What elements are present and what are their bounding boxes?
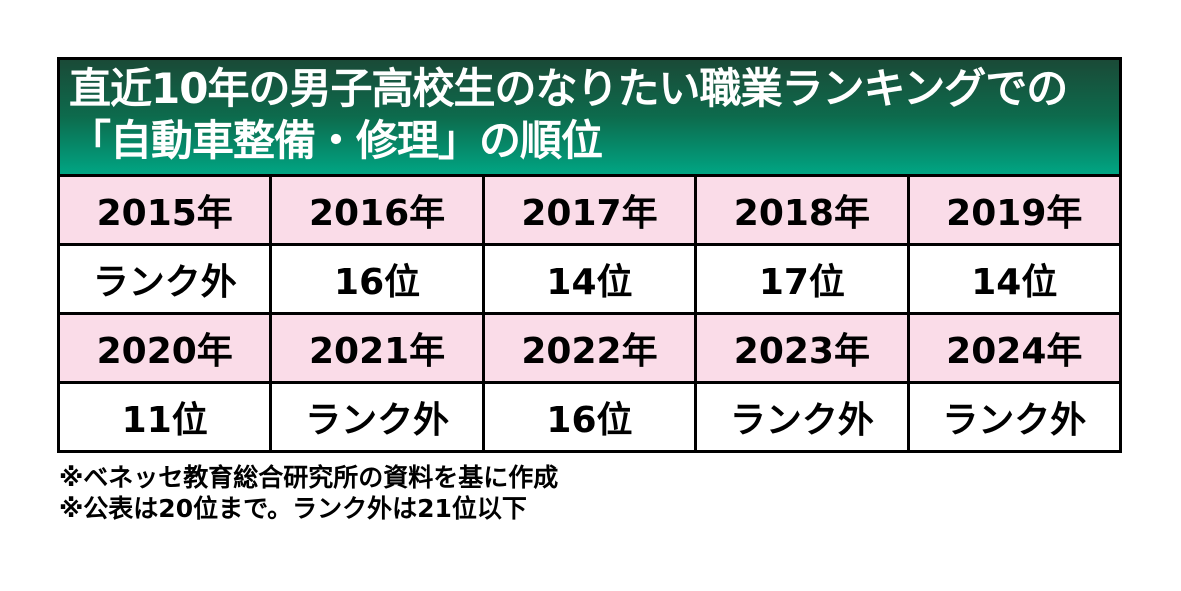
ranking-infographic: 直近10年の男子高校生のなりたい職業ランキングでの 「自動車整備・修理」の順位 … bbox=[56, 57, 1123, 524]
year-cell-2015: 2015年 bbox=[56, 174, 273, 246]
year-cell-2019: 2019年 bbox=[906, 174, 1123, 246]
year-cell-2020: 2020年 bbox=[56, 312, 273, 384]
rank-cell-2019: 14位 bbox=[906, 243, 1123, 315]
ranking-table: 2015年 2016年 2017年 2018年 2019年 ランク外 16位 1… bbox=[56, 174, 1123, 453]
rank-row-2015-2019: ランク外 16位 14位 17位 14位 bbox=[56, 243, 1123, 315]
year-row-2020-2024: 2020年 2021年 2022年 2023年 2024年 bbox=[56, 312, 1123, 384]
rank-cell-2021: ランク外 bbox=[269, 381, 485, 453]
rank-cell-2018: 17位 bbox=[694, 243, 910, 315]
rank-cell-2017: 14位 bbox=[481, 243, 698, 315]
rank-definition-note: ※公表は20位まで。ランク外は21位以下 bbox=[59, 494, 527, 523]
year-cell-2024: 2024年 bbox=[906, 312, 1123, 384]
rank-cell-2015: ランク外 bbox=[56, 243, 273, 315]
rank-cell-2020: 11位 bbox=[56, 381, 273, 453]
title-line-2: 「自動車整備・修理」の順位 bbox=[69, 116, 603, 165]
year-cell-2021: 2021年 bbox=[269, 312, 485, 384]
rank-cell-2022: 16位 bbox=[481, 381, 698, 453]
source-note: ※ベネッセ教育総合研究所の資料を基に作成 bbox=[59, 463, 559, 492]
title-line-1: 直近10年の男子高校生のなりたい職業ランキングでの bbox=[69, 64, 1068, 113]
rank-cell-2016: 16位 bbox=[269, 243, 485, 315]
footnotes: ※ベネッセ教育総合研究所の資料を基に作成 ※公表は20位まで。ランク外は21位以… bbox=[57, 462, 1122, 524]
year-cell-2023: 2023年 bbox=[694, 312, 910, 384]
year-cell-2016: 2016年 bbox=[269, 174, 485, 246]
year-cell-2022: 2022年 bbox=[481, 312, 698, 384]
rank-cell-2024: ランク外 bbox=[906, 381, 1123, 453]
title-banner: 直近10年の男子高校生のなりたい職業ランキングでの 「自動車整備・修理」の順位 bbox=[57, 57, 1122, 174]
year-row-2015-2019: 2015年 2016年 2017年 2018年 2019年 bbox=[56, 174, 1123, 246]
rank-cell-2023: ランク外 bbox=[694, 381, 910, 453]
year-cell-2017: 2017年 bbox=[481, 174, 698, 246]
rank-row-2020-2024: 11位 ランク外 16位 ランク外 ランク外 bbox=[56, 381, 1123, 453]
year-cell-2018: 2018年 bbox=[694, 174, 910, 246]
